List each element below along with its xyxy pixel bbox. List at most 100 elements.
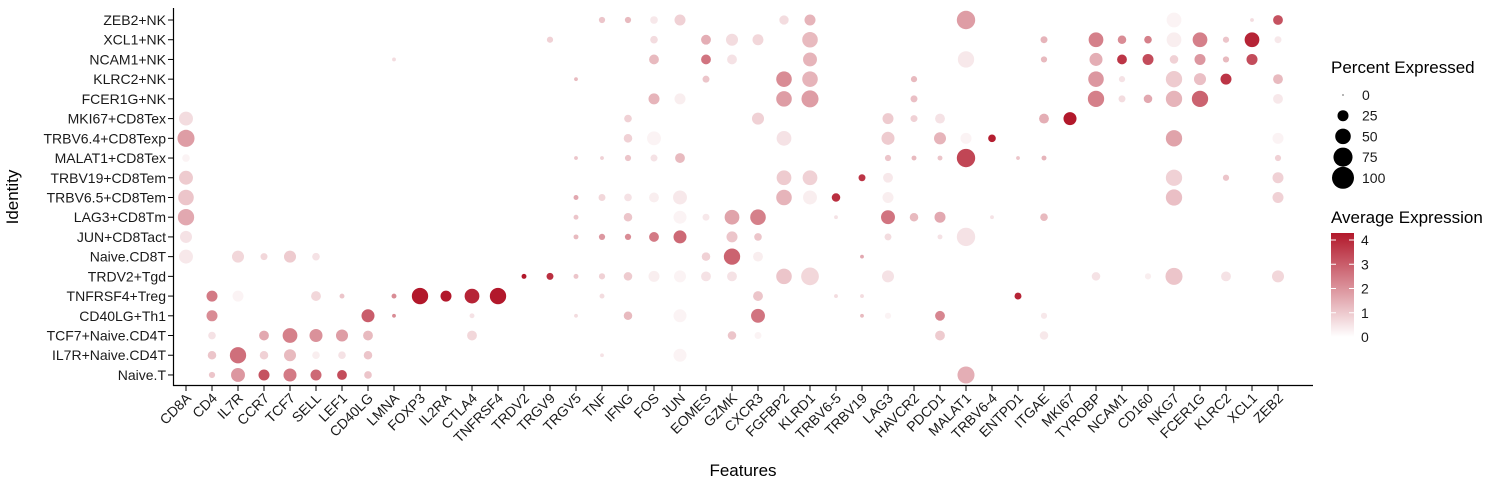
dot bbox=[1274, 154, 1282, 162]
x-axis-title: Features bbox=[709, 461, 776, 480]
dot bbox=[910, 115, 918, 123]
dot bbox=[312, 351, 320, 360]
dot bbox=[881, 210, 895, 225]
dot bbox=[489, 287, 507, 305]
dot bbox=[546, 36, 554, 43]
dot bbox=[338, 351, 346, 360]
dot bbox=[937, 234, 943, 240]
x-tick-labels: CD8ACD4IL7RCCR7TCF7SELLLEF1CD40LGLMNAFOX… bbox=[156, 389, 1286, 445]
dot bbox=[1144, 273, 1152, 280]
dot bbox=[208, 331, 216, 340]
x-tick-label: CD4 bbox=[189, 390, 220, 421]
dot bbox=[1118, 76, 1126, 83]
dot bbox=[727, 54, 737, 65]
dot bbox=[1143, 94, 1153, 104]
dot bbox=[623, 212, 633, 222]
dot bbox=[624, 16, 632, 24]
dot bbox=[392, 313, 396, 318]
dot bbox=[1089, 52, 1103, 66]
dot bbox=[178, 189, 194, 206]
dot bbox=[1039, 113, 1049, 124]
dot bbox=[573, 273, 579, 279]
dot bbox=[1166, 12, 1182, 28]
y-tick-label: TRDV2+Tgd bbox=[88, 268, 166, 284]
dot bbox=[1166, 32, 1182, 48]
dot bbox=[673, 270, 687, 283]
dot bbox=[335, 329, 349, 342]
dot bbox=[834, 215, 838, 220]
dot bbox=[573, 234, 579, 240]
dot bbox=[834, 294, 838, 298]
dot bbox=[673, 210, 687, 224]
axis-ticks bbox=[168, 19, 1279, 391]
dot bbox=[1063, 112, 1077, 126]
x-tick-label: TCF7 bbox=[262, 390, 298, 426]
dot bbox=[179, 249, 193, 264]
dot bbox=[1272, 132, 1284, 144]
dot bbox=[206, 310, 218, 322]
dot bbox=[1221, 271, 1231, 282]
dot bbox=[860, 254, 864, 259]
dot bbox=[521, 273, 527, 279]
dot bbox=[884, 233, 892, 241]
size-legend-dot bbox=[1342, 94, 1344, 96]
dot bbox=[960, 132, 972, 144]
dot bbox=[309, 329, 323, 343]
dot bbox=[177, 209, 195, 226]
dot bbox=[802, 31, 818, 48]
y-tick-label: NCAM1+NK bbox=[89, 51, 166, 67]
dot bbox=[776, 170, 792, 186]
dot bbox=[750, 209, 766, 225]
color-legend-label: 0 bbox=[1361, 329, 1369, 345]
dot bbox=[911, 155, 917, 161]
dot bbox=[882, 113, 894, 125]
y-tick-label: CD40LG+Th1 bbox=[79, 308, 166, 324]
dot bbox=[1273, 15, 1283, 25]
dot bbox=[208, 371, 216, 379]
color-legend-bar bbox=[1331, 233, 1354, 337]
dot bbox=[177, 129, 195, 147]
dot bbox=[990, 215, 994, 220]
dot bbox=[206, 290, 218, 302]
dot bbox=[1041, 155, 1047, 161]
dot bbox=[727, 271, 737, 282]
dot bbox=[956, 227, 976, 247]
dot bbox=[884, 312, 892, 319]
dot bbox=[910, 95, 918, 103]
dot bbox=[776, 268, 792, 285]
dot bbox=[776, 189, 792, 206]
dot bbox=[624, 233, 632, 241]
size-legend-title: Percent Expressed bbox=[1331, 58, 1475, 77]
dot bbox=[648, 270, 660, 282]
y-tick-label: JUN+CD8Tact bbox=[77, 229, 166, 245]
dot bbox=[831, 193, 841, 202]
dot bbox=[649, 54, 659, 65]
dot bbox=[910, 76, 918, 83]
dot bbox=[1169, 55, 1179, 64]
dot bbox=[1118, 95, 1126, 103]
y-tick-label: TNFRSF4+Treg bbox=[67, 288, 166, 304]
dot bbox=[598, 233, 606, 241]
dot bbox=[469, 313, 475, 319]
dot bbox=[909, 212, 919, 222]
dot bbox=[1091, 272, 1101, 281]
dot bbox=[1165, 189, 1183, 206]
dot bbox=[1014, 292, 1022, 300]
y-tick-label: MALAT1+CD8Tex bbox=[55, 150, 166, 166]
dot bbox=[881, 131, 895, 145]
dot bbox=[803, 52, 817, 67]
color-legend-ticks: 4 3 2 1 0 bbox=[1331, 232, 1369, 345]
dot bbox=[229, 347, 247, 364]
size-legend-label: 25 bbox=[1362, 108, 1378, 124]
dot bbox=[934, 211, 946, 223]
dot bbox=[1244, 32, 1260, 48]
y-tick-labels: ZEB2+NK XCL1+NK NCAM1+NK KLRC2+NK FCER1G+NK M… bbox=[43, 12, 166, 383]
y-axis-title: Identity bbox=[3, 169, 22, 224]
y-tick-label: ZEB2+NK bbox=[103, 12, 166, 28]
dot bbox=[624, 154, 632, 162]
color-legend-title: Average Expression bbox=[1331, 208, 1483, 227]
dot bbox=[673, 309, 687, 323]
dot bbox=[726, 231, 738, 243]
color-legend: Average Expression 4 3 2 1 0 bbox=[1331, 208, 1483, 345]
dot bbox=[179, 230, 193, 243]
